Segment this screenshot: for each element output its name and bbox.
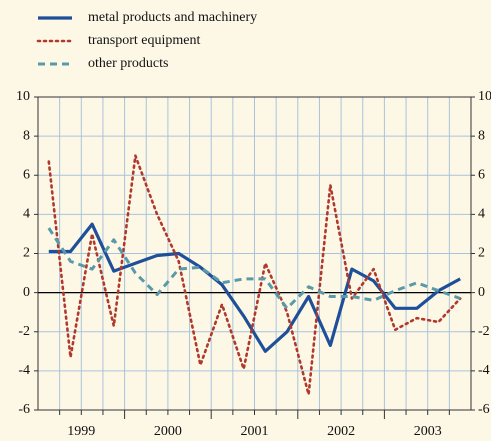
y2-tick-label: -4 [478, 363, 490, 378]
legend-label: metal products and machinery [88, 10, 257, 25]
y2-tick-label: 0 [478, 285, 485, 300]
y-tick-label: -4 [18, 363, 30, 378]
y2-tick-label: 4 [478, 207, 485, 222]
x-tick-label: 1999 [67, 424, 95, 439]
y-tick-label: 6 [23, 167, 30, 182]
y2-tick-label: -6 [478, 402, 490, 417]
y2-tick-label: 10 [478, 89, 491, 104]
x-tick-label: 2000 [154, 424, 182, 439]
series-line [47, 227, 461, 310]
y-tick-label: 10 [16, 89, 30, 104]
y-tick-label: 0 [23, 285, 30, 300]
y-tick-label: -6 [18, 402, 30, 417]
y2-tick-label: 8 [478, 128, 485, 143]
y2-tick-label: 6 [478, 167, 485, 182]
y2-tick-label: 2 [478, 246, 485, 261]
legend-label: transport equipment [88, 33, 200, 48]
x-tick-label: 2002 [327, 424, 355, 439]
y-tick-label: 4 [23, 207, 30, 222]
legend-label: other products [88, 56, 168, 71]
x-tick-label: 2001 [241, 424, 269, 439]
y-tick-label: -2 [18, 324, 30, 339]
series-line [47, 154, 462, 396]
y2-tick-label: -2 [478, 324, 490, 339]
y-tick-label: 2 [23, 246, 30, 261]
x-tick-label: 2003 [414, 424, 442, 439]
series-line [48, 222, 461, 353]
y-tick-label: 8 [23, 128, 30, 143]
